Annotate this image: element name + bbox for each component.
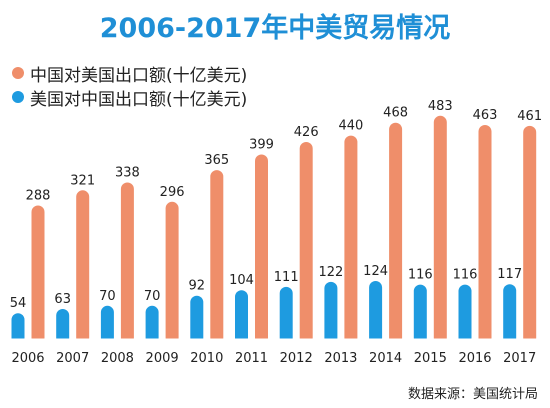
x-tick-label-2015: 2015: [414, 351, 447, 366]
data-label-china-exports-2010: 365: [204, 153, 229, 168]
bar-china-exports-2010: [210, 170, 224, 345]
bar-china-exports-2007: [76, 190, 90, 345]
bar-us-exports-2014: [369, 281, 383, 345]
data-label-china-exports-2007: 321: [70, 173, 95, 188]
baseline-mask: [0, 338, 550, 347]
legend-item-us-exports: 美国对中国出口额(十亿美元): [12, 86, 248, 110]
bar-china-exports-2016: [478, 125, 492, 345]
bar-us-exports-2010: [190, 295, 204, 345]
data-label-us-exports-2015: 116: [408, 268, 433, 283]
bar-china-exports-2006: [31, 205, 45, 345]
x-tick-label-2014: 2014: [369, 351, 402, 366]
x-tick-label-2013: 2013: [324, 351, 357, 366]
data-label-us-exports-2008: 70: [99, 289, 116, 304]
bar-china-exports-2009: [165, 201, 179, 345]
source-note: 数据来源：美国统计局: [407, 387, 538, 402]
data-label-us-exports-2010: 92: [189, 279, 206, 294]
bar-us-exports-2013: [324, 281, 338, 345]
bar-us-exports-2006: [11, 313, 25, 345]
bar-us-exports-2016: [458, 284, 472, 345]
data-label-us-exports-2007: 63: [54, 292, 71, 307]
data-label-us-exports-2009: 70: [144, 289, 161, 304]
data-label-china-exports-2011: 399: [249, 138, 274, 153]
legend-swatch-china-exports: [12, 67, 24, 79]
data-label-us-exports-2006: 54: [10, 296, 27, 311]
bar-china-exports-2008: [120, 182, 134, 345]
x-tick-label-2012: 2012: [280, 351, 313, 366]
data-label-china-exports-2008: 338: [115, 166, 140, 181]
bar-china-exports-2012: [299, 142, 313, 345]
bar-us-exports-2007: [56, 309, 70, 345]
data-label-us-exports-2013: 122: [318, 265, 343, 280]
x-tick-label-2006: 2006: [11, 351, 44, 366]
bar-china-exports-2017: [523, 125, 537, 345]
legend-swatch-us-exports: [12, 91, 24, 103]
bar-us-exports-2012: [279, 286, 293, 345]
x-tick-label-2016: 2016: [458, 351, 491, 366]
data-label-us-exports-2016: 116: [453, 268, 478, 283]
bar-us-exports-2009: [145, 305, 159, 345]
x-tick-label-2008: 2008: [101, 351, 134, 366]
data-label-china-exports-2017: 461: [517, 109, 542, 124]
x-tick-label-2010: 2010: [190, 351, 223, 366]
legend-item-china-exports: 中国对美国出口额(十亿美元): [12, 62, 248, 86]
data-label-us-exports-2017: 117: [497, 267, 522, 282]
data-label-us-exports-2014: 124: [363, 264, 388, 279]
data-label-china-exports-2016: 463: [473, 108, 498, 123]
bar-us-exports-2008: [100, 305, 114, 345]
data-label-china-exports-2006: 288: [26, 189, 51, 204]
data-label-us-exports-2012: 111: [274, 270, 299, 285]
bar-us-exports-2017: [503, 284, 517, 345]
bar-china-exports-2014: [389, 122, 403, 345]
x-tick-label-2009: 2009: [146, 351, 179, 366]
bar-china-exports-2013: [344, 135, 358, 345]
chart-title: 2006-2017年中美贸易情况: [99, 13, 451, 44]
data-label-china-exports-2012: 426: [294, 125, 319, 140]
legend-label-china-exports: 中国对美国出口额(十亿美元): [30, 65, 248, 86]
data-label-china-exports-2014: 468: [383, 106, 408, 121]
data-label-china-exports-2009: 296: [160, 185, 185, 200]
bar-us-exports-2011: [235, 290, 248, 345]
x-tick-label-2007: 2007: [56, 351, 89, 366]
data-label-china-exports-2013: 440: [338, 119, 363, 134]
x-tick-label-2017: 2017: [503, 351, 536, 366]
bar-us-exports-2015: [413, 284, 427, 345]
x-tick-label-2011: 2011: [235, 351, 268, 366]
data-label-china-exports-2015: 483: [428, 99, 453, 114]
legend-label-us-exports: 美国对中国出口额(十亿美元): [30, 89, 248, 110]
bar-china-exports-2011: [255, 154, 268, 345]
bar-china-exports-2015: [433, 115, 447, 345]
data-label-us-exports-2011: 104: [229, 273, 254, 288]
